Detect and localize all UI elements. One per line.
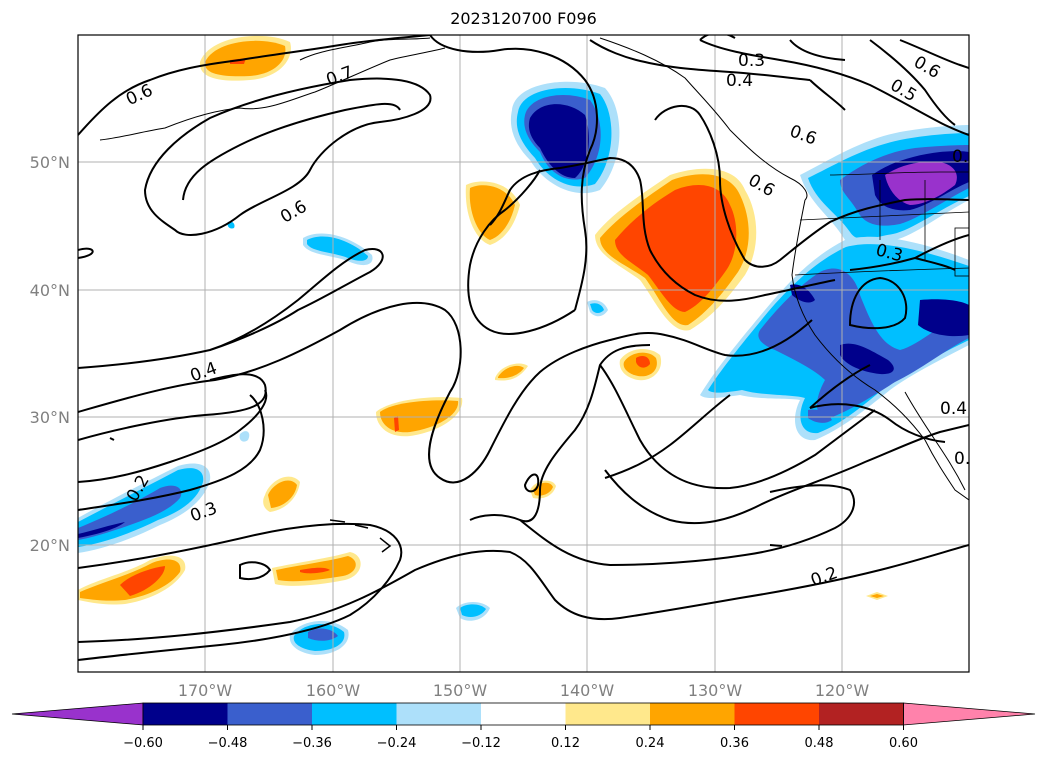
colorbar-segment [481, 703, 566, 725]
lat-axis: 50°N 40°N 30°N 20°N [30, 153, 70, 555]
colorbar-segment [143, 703, 228, 725]
contour-label: 0.4 [940, 399, 967, 419]
colorbar-tick-label: 0.60 [889, 736, 918, 751]
contour-label: 0.2 [954, 449, 981, 469]
colorbar-tick-label: −0.60 [123, 736, 163, 751]
map-title: 2023120700 F096 [450, 9, 597, 28]
colorbar-extend-low [11, 702, 144, 726]
contour-lines [78, 35, 969, 661]
lon-tick-label: 140°W [560, 681, 615, 700]
map-frame [77, 34, 970, 673]
lon-tick-label: 170°W [178, 681, 233, 700]
colorbar-tick-label: −0.48 [208, 736, 248, 751]
colorbar-segment [565, 703, 650, 725]
lon-tick-label: 150°W [433, 681, 488, 700]
colorbar-segment [819, 703, 904, 725]
lat-tick-label: 40°N [30, 281, 70, 300]
colorbar-segment [734, 703, 819, 725]
colorbar: −0.60 −0.48 −0.36 −0.24 −0.12 0.12 0.24 0.36 0.4… [11, 702, 1036, 751]
map-plot-area: 0.6 0.7 0.6 0.4 0.2 0.3 0.3 0.4 0.6 0.6 … [78, 35, 981, 672]
colorbar-tick-label: −0.36 [292, 736, 332, 751]
coastlines [99, 37, 969, 553]
colorbar-tick-label: 0.36 [720, 736, 749, 751]
contour-label: 0.5 [952, 147, 979, 167]
lon-tick-label: 120°W [815, 681, 870, 700]
colorbar-segment [396, 703, 481, 725]
lon-tick-label: 130°W [688, 681, 743, 700]
colorbar-tick-label: 0.12 [551, 736, 580, 751]
colorbar-segment [227, 703, 312, 725]
colorbar-tick-label: −0.12 [461, 736, 501, 751]
colorbar-tick-label: −0.24 [377, 736, 417, 751]
lat-tick-label: 20°N [30, 536, 70, 555]
lon-tick-label: 160°W [306, 681, 361, 700]
colorbar-extend-high [903, 702, 1036, 726]
lon-axis: 170°W 160°W 150°W 140°W 130°W 120°W [178, 681, 870, 700]
lat-tick-label: 50°N [30, 153, 70, 172]
colorbar-tick-label: 0.24 [636, 736, 665, 751]
colorbar-outline [142, 702, 904, 726]
colorbar-segment [312, 703, 397, 725]
contour-label: 0.3 [738, 51, 765, 71]
colorbar-segment [650, 703, 735, 725]
lat-tick-label: 30°N [30, 408, 70, 427]
contour-label: 0.4 [726, 71, 753, 91]
colorbar-tick-label: 0.48 [805, 736, 834, 751]
